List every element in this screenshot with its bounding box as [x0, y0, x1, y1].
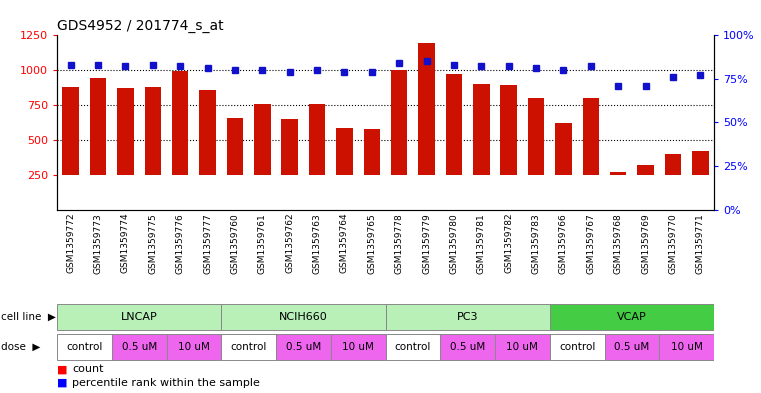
Bar [610, 172, 626, 175]
Bar [221, 305, 386, 330]
Bar [90, 78, 107, 175]
Text: 0.5 uM: 0.5 uM [285, 342, 321, 352]
Text: VCAP: VCAP [617, 312, 647, 322]
Bar [282, 119, 298, 175]
Bar [419, 43, 435, 175]
Bar [199, 90, 216, 175]
Bar [473, 84, 489, 175]
Text: control: control [395, 342, 431, 352]
Bar [167, 334, 221, 360]
Bar [331, 334, 386, 360]
Bar [57, 305, 221, 330]
Bar [112, 334, 167, 360]
Text: control: control [231, 342, 267, 352]
Bar [309, 104, 325, 175]
Bar [391, 70, 407, 175]
Bar [659, 334, 714, 360]
Text: GDS4952 / 201774_s_at: GDS4952 / 201774_s_at [57, 18, 224, 33]
Bar [528, 98, 544, 175]
Text: 10 uM: 10 uM [670, 342, 702, 352]
Text: 10 uM: 10 uM [342, 342, 374, 352]
Text: LNCAP: LNCAP [121, 312, 158, 322]
Bar [549, 334, 604, 360]
Bar [254, 104, 270, 175]
Text: count: count [72, 364, 103, 375]
Bar [386, 334, 441, 360]
Bar [62, 87, 79, 175]
Bar [221, 334, 276, 360]
Bar [692, 151, 708, 175]
Bar [638, 165, 654, 175]
Bar [172, 72, 189, 175]
Bar [227, 118, 244, 175]
Bar [583, 98, 599, 175]
Bar [145, 87, 161, 175]
Text: percentile rank within the sample: percentile rank within the sample [72, 378, 260, 387]
Text: 10 uM: 10 uM [506, 342, 538, 352]
Text: dose  ▶: dose ▶ [1, 342, 40, 352]
Text: control: control [66, 342, 103, 352]
Bar [364, 129, 380, 175]
Text: control: control [559, 342, 595, 352]
Text: PC3: PC3 [457, 312, 479, 322]
Bar [501, 85, 517, 175]
Text: 0.5 uM: 0.5 uM [450, 342, 486, 352]
Bar [441, 334, 495, 360]
Bar [664, 154, 681, 175]
Bar [117, 88, 134, 175]
Bar [495, 334, 549, 360]
Bar [604, 334, 659, 360]
Bar [57, 334, 112, 360]
Text: 0.5 uM: 0.5 uM [122, 342, 157, 352]
Text: 10 uM: 10 uM [178, 342, 210, 352]
Bar [386, 305, 549, 330]
Text: cell line  ▶: cell line ▶ [1, 312, 56, 322]
Bar [549, 305, 714, 330]
Bar [336, 128, 352, 175]
Bar [276, 334, 331, 360]
Text: 0.5 uM: 0.5 uM [614, 342, 649, 352]
Bar [556, 123, 572, 175]
Bar [446, 74, 462, 175]
Text: ■: ■ [57, 378, 68, 387]
Text: ■: ■ [57, 364, 68, 375]
Text: NCIH660: NCIH660 [279, 312, 328, 322]
